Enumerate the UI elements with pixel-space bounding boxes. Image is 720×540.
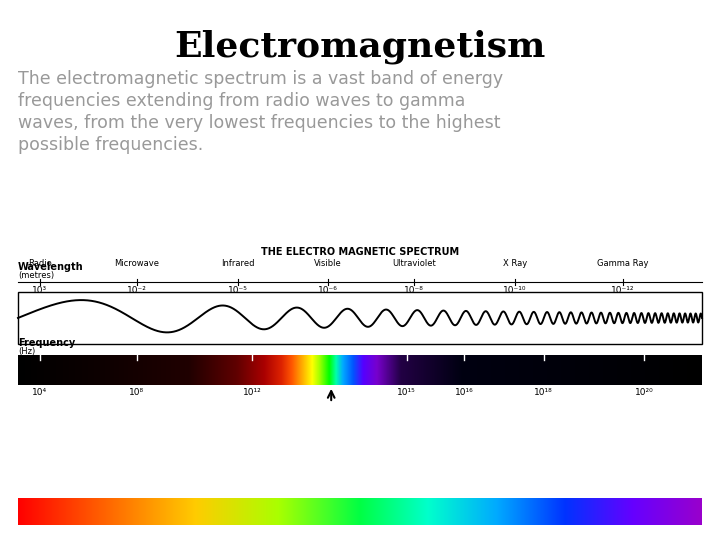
Text: 10¹²: 10¹² bbox=[243, 388, 261, 397]
Text: 10⁻⁸: 10⁻⁸ bbox=[404, 286, 424, 295]
Text: Radio: Radio bbox=[28, 259, 51, 268]
Text: Ultraviolet: Ultraviolet bbox=[392, 259, 436, 268]
Text: 10²⁰: 10²⁰ bbox=[635, 388, 654, 397]
Text: 10¹⁸: 10¹⁸ bbox=[534, 388, 553, 397]
Text: 10⁸: 10⁸ bbox=[129, 388, 145, 397]
Text: The electromagnetic spectrum is a vast band of energy: The electromagnetic spectrum is a vast b… bbox=[18, 70, 503, 88]
Text: waves, from the very lowest frequencies to the highest: waves, from the very lowest frequencies … bbox=[18, 114, 500, 132]
Text: Visible: Visible bbox=[314, 259, 341, 268]
Text: 10¹⁶: 10¹⁶ bbox=[455, 388, 474, 397]
Text: 10¹⁵: 10¹⁵ bbox=[397, 388, 416, 397]
Text: Frequency: Frequency bbox=[18, 338, 76, 348]
Text: Microwave: Microwave bbox=[114, 259, 159, 268]
Text: 10⁻¹²: 10⁻¹² bbox=[611, 286, 634, 295]
Text: possible frequencies.: possible frequencies. bbox=[18, 136, 203, 154]
Text: Gamma Ray: Gamma Ray bbox=[597, 259, 649, 268]
Text: X Ray: X Ray bbox=[503, 259, 527, 268]
Text: Infrared: Infrared bbox=[221, 259, 254, 268]
Text: (Hz): (Hz) bbox=[18, 347, 35, 356]
Text: 10⁴: 10⁴ bbox=[32, 388, 48, 397]
Text: Electromagnetism: Electromagnetism bbox=[174, 30, 546, 64]
Text: 10⁻²: 10⁻² bbox=[127, 286, 147, 295]
Bar bbox=[18, 292, 702, 344]
Text: THE ELECTRO MAGNETIC SPECTRUM: THE ELECTRO MAGNETIC SPECTRUM bbox=[261, 247, 459, 257]
Text: 10³: 10³ bbox=[32, 286, 48, 295]
Text: 10⁻⁵: 10⁻⁵ bbox=[228, 286, 248, 295]
Text: (metres): (metres) bbox=[18, 271, 54, 280]
Text: Wavelength: Wavelength bbox=[18, 262, 84, 272]
Text: 10⁻⁶: 10⁻⁶ bbox=[318, 286, 338, 295]
Text: frequencies extending from radio waves to gamma: frequencies extending from radio waves t… bbox=[18, 92, 465, 110]
Text: 10⁻¹⁰: 10⁻¹⁰ bbox=[503, 286, 526, 295]
